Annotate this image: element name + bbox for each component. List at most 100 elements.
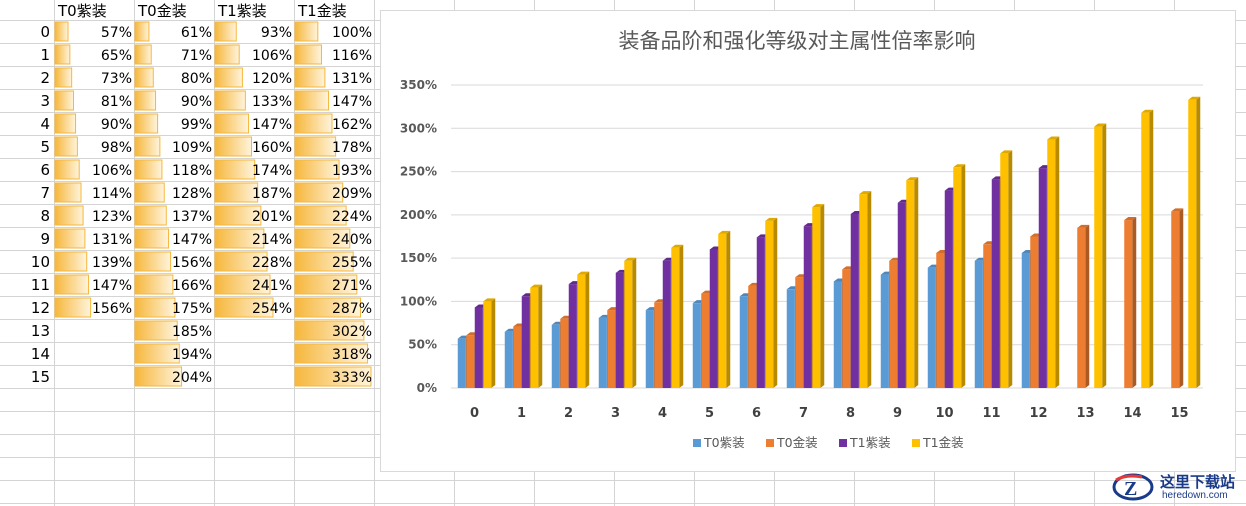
bar-side [914,177,919,388]
y-tick-label: 300% [400,121,437,135]
column-header: T1金装 [297,2,347,20]
table-cell: 271% [332,278,372,294]
x-tick-label: 10 [935,406,953,421]
table-cell: 80% [181,71,212,87]
table-cell: 178% [332,140,372,156]
bar-front [577,274,586,388]
bar-side [1102,123,1107,388]
table-cell: 98% [101,140,132,156]
table-cell: 106% [92,163,132,179]
data-bar-fill [54,228,86,249]
bar-front [983,244,992,388]
table-cell: 204% [172,370,212,386]
data-bar-fill [214,228,265,249]
bar-side [1008,150,1013,388]
table-cell: 118% [172,163,212,179]
bar-front [530,287,539,388]
data-bar-fill [54,136,78,157]
bar-front [1000,153,1009,388]
bar-front [889,260,898,388]
bar-front [1171,211,1180,388]
table-cell: 71% [181,48,212,64]
bar-front [803,226,812,388]
bar-front [466,335,475,388]
data-bar-fill [134,21,150,42]
bar-side [1085,224,1090,388]
bar-front [1047,139,1056,388]
table-cell: 131% [332,71,372,87]
row-label: 1 [40,46,50,64]
bar-front [1124,220,1133,388]
table-cell: 106% [252,48,292,64]
bar-front [474,307,483,388]
bar-front [709,249,718,388]
x-tick-label: 14 [1123,406,1141,421]
bar-top [1047,136,1060,140]
bar-top [765,217,778,221]
bar-front [974,260,983,388]
bar-T1金装 [812,204,825,388]
bar-front [513,326,522,388]
bar-front [615,272,624,388]
row-label: 15 [31,368,50,386]
bar-front [1094,126,1103,388]
table-cell: 166% [172,278,212,294]
bar-front [991,179,1000,388]
data-bar-fill [294,320,365,341]
bar-front [795,277,804,388]
bar-T1金装 [577,271,590,388]
table-cell: 333% [332,370,372,386]
data-bar-fill [294,159,340,180]
row-label: 4 [40,115,50,133]
table-cell: 254% [252,301,292,317]
x-tick-label: 7 [799,406,808,421]
data-bar-fill [214,251,268,272]
bar-side [538,284,543,388]
data-bar-fill [214,136,253,157]
x-tick-label: 6 [752,406,761,421]
data-bar-fill [214,297,274,318]
bar-T1金装 [483,298,496,388]
bar-top [906,177,919,181]
data-bar-fill [134,205,167,226]
bar-side [1132,217,1137,388]
table-cell: 99% [181,117,212,133]
bar-front [1188,99,1197,389]
table-cell: 128% [172,186,212,202]
x-tick-label: 15 [1170,406,1188,421]
bar-front [607,310,616,388]
column-header: T0紫装 [57,2,107,20]
legend-label: T0紫装 [703,435,745,450]
table-cell: 187% [252,186,292,202]
bar-side [1055,136,1060,388]
watermark-title: 这里下载站 [1160,473,1236,491]
watermark: Z 这里下载站 heredown.com [1112,470,1246,506]
bar-side [820,204,825,388]
data-bar-fill [134,136,161,157]
data-bar-fill [214,113,250,134]
data-bar-fill [134,251,172,272]
x-tick-label: 0 [470,406,479,421]
bar-front [936,252,945,388]
data-bar-fill [214,205,262,226]
bar-front [786,289,795,388]
data-bar-fill [54,67,73,88]
bar-front [897,202,906,388]
data-bar-fill [294,21,319,42]
row-label: 5 [40,138,50,156]
bar-top [1077,224,1090,228]
bar-T1金装 [1188,96,1201,389]
bar-T1金装 [859,191,872,388]
bar-front [624,260,633,388]
bar-front [718,233,727,388]
bar-T1金装 [1000,150,1013,388]
bar-front [671,247,680,388]
data-bar-fill [134,343,180,364]
chart-area[interactable]: 装备品阶和强化等级对主属性倍率影响 0% 50% 100% 150% 200% 250% 30… [380,10,1236,472]
table-cell: 185% [172,324,212,340]
bar-T1金装 [906,177,919,388]
data-bar-fill [294,366,372,387]
bar-side [679,244,684,388]
bar-front [927,267,936,388]
bar-front [906,180,915,388]
